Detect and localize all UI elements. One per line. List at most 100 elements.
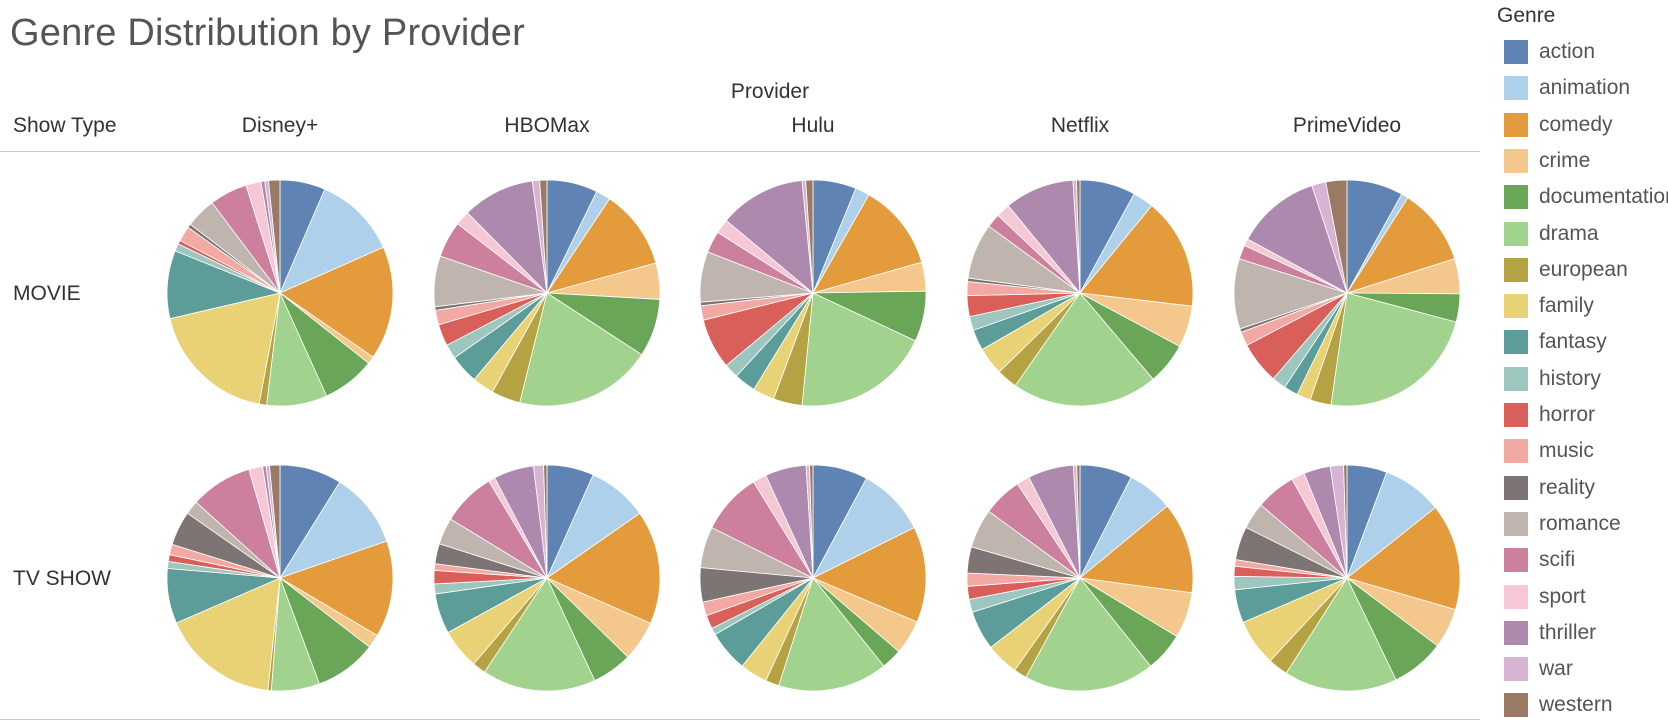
legend-item-history[interactable]: history [1497,362,1601,396]
slice-tv-show-hbomax-comedy[interactable] [546,512,661,624]
legend-label: fantasy [1539,330,1607,354]
legend-item-reality[interactable]: reality [1497,471,1595,505]
legend-item-sport[interactable]: sport [1497,580,1586,614]
slice-tv-show-hbomax-western[interactable] [543,464,548,579]
slice-movie-hbomax-comedy[interactable] [546,198,657,294]
chart-title: Genre Distribution by Provider [10,12,525,54]
legend-item-horror[interactable]: horror [1497,398,1595,432]
row-label-tvshow: TV SHOW [13,567,111,590]
slice-movie-primevideo-comedy[interactable] [1346,197,1456,294]
legend-label: war [1539,657,1573,681]
pie-movie-hbomax [433,179,661,407]
pie-movie-netflix [966,179,1194,407]
legend-swatch [1504,76,1528,101]
slice-tv-show-disney-family[interactable] [175,577,281,691]
legend-item-action[interactable]: action [1497,35,1595,69]
slice-tv-show-primevideo-drama[interactable] [1285,577,1397,692]
legend-label: reality [1539,475,1596,499]
legend-swatch [1504,330,1528,355]
slice-tv-show-netflix-western[interactable] [1076,464,1081,579]
legend-item-drama[interactable]: drama [1497,217,1599,251]
provider-col-netflix: Netflix [1050,114,1110,137]
legend-swatch [1504,511,1528,536]
slice-movie-netflix-western[interactable] [1076,179,1081,294]
legend-label: sport [1539,584,1586,608]
slice-movie-primevideo-drama[interactable] [1330,292,1457,407]
slice-tv-show-primevideo-comedy[interactable] [1346,506,1461,611]
legend-item-documentation[interactable]: documentation [1497,180,1668,214]
header-divider [0,151,1480,152]
slice-tv-show-disney-western[interactable] [269,464,281,579]
pie-movie-disney [166,179,394,407]
legend-label: history [1539,366,1601,390]
slice-movie-primevideo-western[interactable] [1325,179,1348,294]
slice-tv-show-netflix-comedy[interactable] [1079,505,1194,594]
legend-swatch [1504,548,1528,573]
legend-label: documentation [1539,185,1668,209]
slice-movie-netflix-drama[interactable] [1014,292,1154,407]
legend-item-crime[interactable]: crime [1497,144,1590,178]
legend-label: scifi [1539,548,1576,572]
genre-legend: Genre action animation comedy crime document… [1497,0,1668,722]
slice-tv-show-disney-comedy[interactable] [279,540,394,637]
legend-swatch [1504,693,1528,718]
provider-col-hbomax: HBOMax [504,114,590,137]
slice-movie-primevideo-romance[interactable] [1233,258,1349,330]
legend-item-scifi[interactable]: scifi [1497,543,1575,577]
legend-item-animation[interactable]: animation [1497,71,1630,105]
legend-label: music [1539,439,1594,463]
legend-label: romance [1539,511,1621,535]
slice-tv-show-hulu-drama[interactable] [778,577,885,692]
legend-item-fantasy[interactable]: fantasy [1497,325,1607,359]
legend-title: Genre [1497,4,1556,27]
slice-movie-hbomax-thriller[interactable] [466,180,548,295]
show-type-header: Show Type [13,114,117,137]
legend-swatch [1504,257,1528,282]
slice-movie-primevideo-thriller[interactable] [1247,185,1348,294]
slice-movie-hulu-drama[interactable] [801,292,916,407]
pie-tv-show-netflix [966,464,1194,692]
slice-movie-disney-comedy[interactable] [279,246,394,358]
provider-col-primevideo: PrimeVideo [1292,114,1402,137]
slice-tv-show-netflix-drama[interactable] [1025,577,1152,692]
legend-item-western[interactable]: western [1497,688,1613,722]
row-label-movie: MOVIE [13,282,81,305]
legend-swatch [1504,620,1528,645]
legend-swatch [1504,40,1528,64]
legend-label: horror [1539,403,1596,426]
legend-swatch [1504,439,1528,464]
legend-item-music[interactable]: music [1497,434,1594,468]
slice-tv-show-primevideo-western[interactable] [1343,464,1348,579]
slice-tv-show-hulu-comedy[interactable] [812,527,927,623]
pie-tv-show-primevideo [1233,464,1461,692]
legend-item-war[interactable]: war [1497,652,1573,686]
legend-label: western [1539,693,1613,717]
legend-label: european [1539,257,1628,281]
slice-tv-show-hulu-western[interactable] [809,464,814,579]
slice-movie-hulu-western[interactable] [805,179,814,294]
slice-movie-hulu-thriller[interactable] [725,180,814,294]
provider-col-disney: Disney+ [241,114,319,137]
legend-swatch [1504,657,1528,682]
legend-item-romance[interactable]: romance [1497,507,1621,541]
legend-swatch [1504,584,1528,609]
slice-movie-hbomax-western[interactable] [539,179,548,294]
legend-label: drama [1539,221,1599,245]
slice-movie-hbomax-drama[interactable] [519,292,643,407]
legend-item-european[interactable]: european [1497,253,1628,287]
slice-movie-netflix-comedy[interactable] [1079,205,1194,307]
legend-swatch [1504,294,1528,319]
legend-item-comedy[interactable]: comedy [1497,108,1613,142]
legend-swatch [1504,112,1528,137]
slice-movie-hulu-comedy[interactable] [812,194,923,294]
legend-swatch [1504,475,1528,500]
slice-movie-disney-animation[interactable] [279,188,384,294]
slice-movie-disney-family[interactable] [169,292,281,405]
legend-item-family[interactable]: family [1497,289,1594,323]
legend-item-thriller[interactable]: thriller [1497,616,1596,650]
legend-swatch [1504,221,1528,246]
legend-swatch [1504,185,1528,210]
slice-tv-show-hbomax-drama[interactable] [483,577,596,692]
slice-tv-show-disney-animation[interactable] [279,481,388,579]
slice-movie-disney-western[interactable] [268,179,281,294]
